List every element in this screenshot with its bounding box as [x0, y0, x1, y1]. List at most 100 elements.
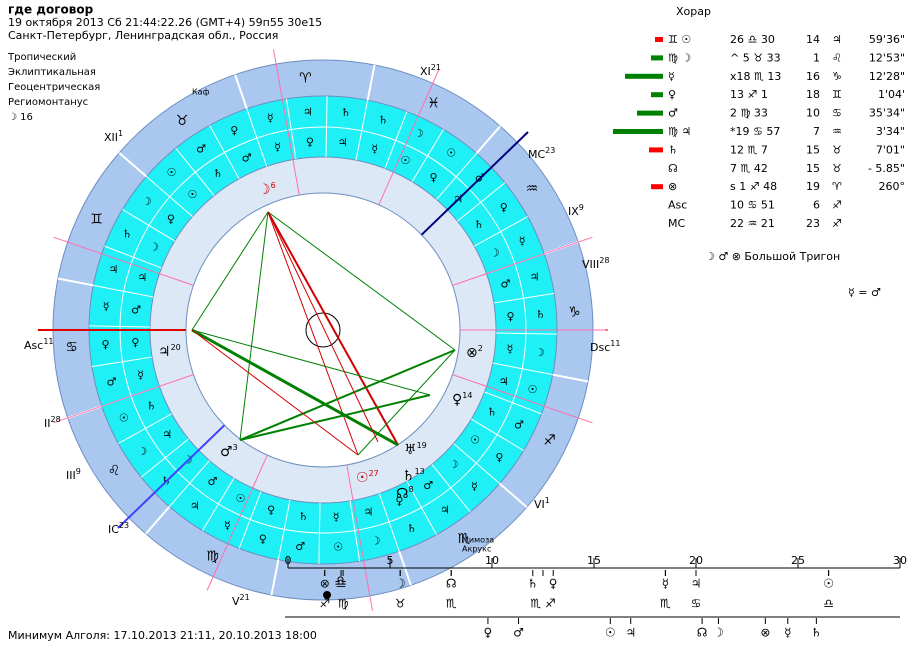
cell-divider [474, 216, 528, 247]
house-cusp [117, 424, 226, 529]
ring-glyph: ☿ [267, 111, 274, 124]
ring-glyph: ♄ [122, 227, 132, 240]
aspect-line [239, 394, 431, 441]
strength-bar [637, 110, 663, 116]
horar-cell: ⊗ [668, 180, 677, 193]
cell-divider [277, 499, 291, 560]
ring-glyph: ☉ [528, 383, 538, 396]
sign-divider [475, 125, 501, 155]
horar-cell: 35'34" [869, 107, 905, 120]
cell-divider [146, 176, 193, 217]
house-cusp [206, 454, 268, 591]
horar-cell: MC [668, 217, 685, 230]
horar-cell: ♊ [832, 88, 842, 101]
ring-glyph: ♀ [495, 451, 503, 464]
ring-glyph: ♀ [167, 212, 175, 225]
ring-glyph: ♄ [378, 113, 388, 126]
timeline-glyph: ☊ [446, 577, 457, 591]
ring-glyph: ☽ [137, 445, 147, 458]
planet-degree: 2 [478, 344, 483, 353]
cell-divider [175, 147, 215, 196]
ring-glyph: ♀ [395, 495, 403, 508]
ring-glyph: ♂ [295, 540, 305, 553]
sign-glyph: ♊ [90, 212, 103, 228]
ring-glyph: ☽ [490, 247, 500, 260]
horar-cell: ♉ [832, 162, 842, 175]
planet-glyph: ☽ [258, 182, 271, 198]
house-degree: 28 [599, 256, 609, 265]
ring-glyph: ♄ [536, 308, 546, 321]
ring-glyph: ♀ [131, 336, 139, 349]
cell-divider [169, 460, 210, 507]
house-name: IC [108, 523, 119, 536]
timeline-glyph: ☽ [713, 626, 724, 640]
horar-cell: 10 ♋ 51 [730, 199, 775, 212]
horar-cell: 59'36" [869, 33, 905, 46]
cell-divider [209, 125, 240, 179]
timeline-glyph: ♏ [660, 597, 671, 611]
planet-degree: 13 [415, 467, 425, 476]
strength-bar [651, 92, 663, 98]
ring-glyph: ♄ [213, 167, 223, 180]
cell-divider [325, 96, 328, 158]
timeline-glyph: ☉ [823, 577, 834, 591]
horar-cell: 23 [806, 217, 820, 230]
star-note: Акрукс [462, 545, 491, 554]
sign-divider [552, 373, 589, 383]
ring-glyph: ♂ [423, 479, 433, 492]
aspect-figure: ☽ ♂ ⊗ Большой Тригон [705, 250, 840, 263]
ring-glyph: ♀ [259, 533, 267, 546]
horar-cell: 7 ♏ 42 [730, 162, 768, 175]
horar-cell: 7 [813, 125, 820, 138]
aspect-line [191, 328, 399, 447]
timeline-glyph: ⊗ [320, 577, 330, 591]
horar-cell: 7'01" [876, 143, 905, 156]
footer: Минимум Алголя: 17.10.2013 21:11, 20.10.… [8, 629, 317, 642]
timeline-glyph: ☉ [605, 626, 616, 640]
sign-glyph: ♓ [427, 96, 440, 112]
horar-cell: 22 ♒ 21 [730, 217, 775, 230]
horar-cell: ☊ [668, 162, 678, 175]
timeline-glyph: ♍ [338, 597, 349, 611]
horar-cell: 260° [879, 180, 906, 193]
place-line: Санкт-Петербург, Ленинградская обл., Рос… [8, 29, 278, 42]
sign-divider [234, 74, 248, 110]
ring-glyph: ☽ [414, 127, 424, 140]
house-cusp [53, 374, 194, 424]
house-name: Asc [24, 339, 43, 352]
house-degree: 11 [43, 337, 53, 346]
house-name: XII [104, 131, 118, 144]
house-degree: 28 [51, 415, 61, 424]
horar-cell: ♌ [832, 51, 842, 64]
horar-cell: 14 [806, 33, 820, 46]
horar-cell: 12'53" [869, 51, 905, 64]
aspect-line [191, 329, 431, 396]
strength-bar [613, 129, 663, 134]
ring-glyph: ♀ [306, 135, 314, 148]
ring-glyph: ☽ [449, 458, 459, 471]
house-label: XII1 [104, 129, 123, 145]
planet: ♃20 [158, 343, 181, 361]
date-line: 19 октября 2013 Сб 21:44:22.26 (GMT+4) 5… [8, 16, 322, 29]
planet: ♂3 [220, 443, 238, 461]
sign-divider [118, 152, 148, 178]
house-degree: 1 [545, 496, 550, 505]
cell-divider [453, 443, 500, 484]
strength-bar [625, 73, 663, 79]
sign-glyph: ♌ [108, 463, 121, 479]
horar-cell: 3'34" [876, 125, 905, 138]
strength-bar [655, 37, 663, 42]
horar-cell: ♄ [668, 143, 678, 156]
ring-glyph: ☉ [119, 412, 129, 425]
house-degree: 23 [119, 521, 129, 530]
horar-cell: ♋ [832, 107, 842, 120]
horar-cell: x18 ♏ 13 [730, 70, 781, 83]
planet-glyph: ⊗ [466, 345, 478, 361]
planet-degree: 6 [271, 181, 276, 190]
ring-glyph: ☿ [519, 234, 526, 247]
aspect-line [239, 211, 269, 441]
sign-glyph: ♐ [543, 432, 556, 448]
planet-glyph: ☊ [396, 486, 408, 502]
house-name: Dsc [590, 341, 610, 354]
cell-divider [484, 391, 542, 415]
